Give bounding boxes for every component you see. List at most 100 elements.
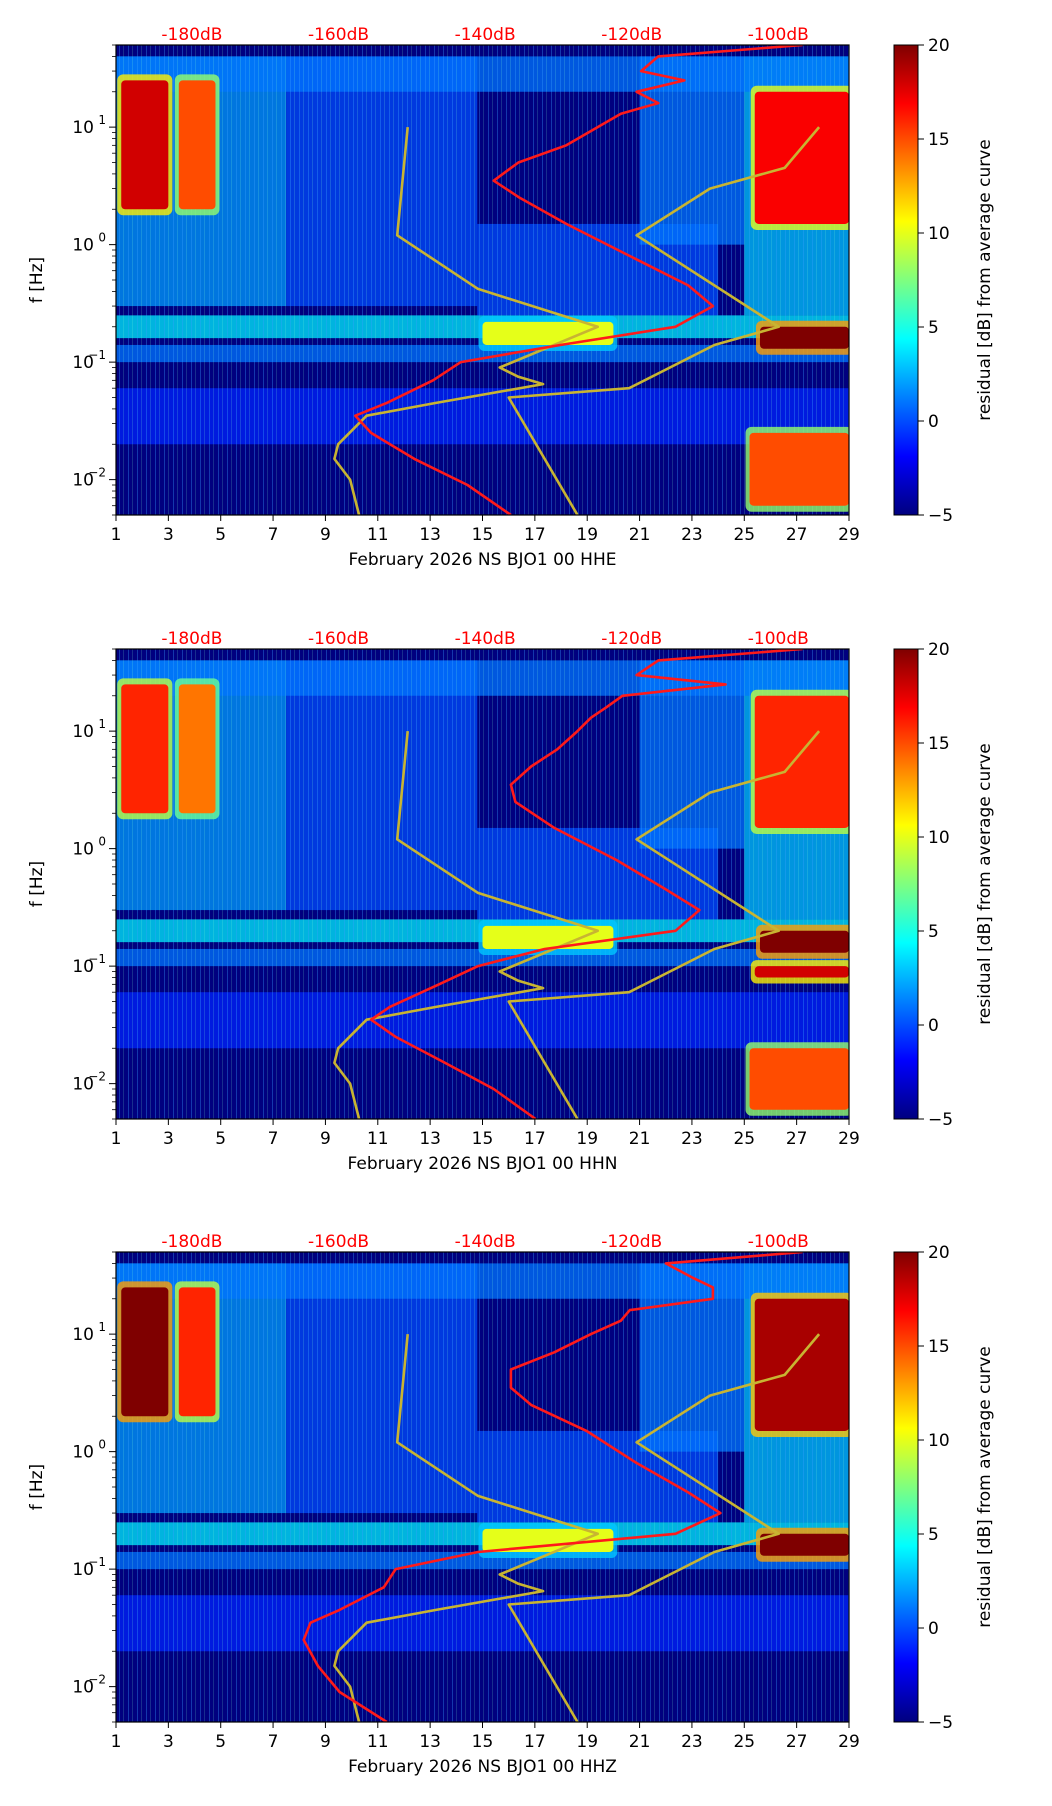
hot-region	[178, 80, 216, 210]
db-label: -120dB	[601, 629, 662, 649]
x-tick-label: 11	[367, 1129, 389, 1149]
x-tick-label: 3	[163, 1129, 174, 1149]
y-tick-exponent: 1	[98, 717, 106, 731]
hot-region	[759, 1533, 849, 1556]
plot-area	[116, 649, 849, 1119]
model-curve	[333, 126, 600, 515]
db-label: -160dB	[308, 1232, 369, 1252]
x-tick-label: 27	[786, 1732, 808, 1752]
colorbar-tick-label: 5	[928, 922, 939, 942]
x-tick-label: 15	[472, 1129, 494, 1149]
y-tick-label: 10	[72, 1678, 94, 1698]
hot-region	[759, 930, 849, 953]
y-tick-exponent: −1	[88, 952, 106, 966]
hot-region	[759, 326, 849, 349]
x-tick-label: 13	[419, 525, 441, 545]
colorbar-tick-label: 20	[928, 36, 950, 56]
y-axis-label: f [Hz]	[27, 257, 47, 303]
hot-region	[482, 1528, 614, 1552]
db-label: -140dB	[455, 25, 516, 45]
x-tick-label: 23	[681, 525, 703, 545]
y-tick-label: 10	[72, 471, 94, 491]
db-label: -120dB	[601, 1232, 662, 1252]
y-axis-label: f [Hz]	[27, 1464, 47, 1510]
x-tick-label: 29	[838, 1732, 860, 1752]
x-tick-label: 1	[111, 1129, 122, 1149]
y-tick-base: 10	[72, 722, 94, 742]
x-tick-label: 29	[838, 1129, 860, 1149]
x-tick-label: 27	[786, 1129, 808, 1149]
y-tick-exponent: −1	[88, 1555, 106, 1569]
heatmap-texture	[116, 1252, 849, 1722]
x-tick-label: 3	[163, 1732, 174, 1752]
db-label: -100dB	[748, 25, 809, 45]
colorbar-tick-label: 15	[928, 1337, 950, 1357]
colorbar-label: residual [dB] from average curve	[975, 743, 995, 1024]
x-tick-label: 21	[629, 1129, 651, 1149]
x-axis-label: February 2026 NS BJO1 00 HHZ	[348, 1757, 617, 1777]
y-tick-label: 10	[72, 957, 94, 977]
y-tick-label: 10	[72, 1443, 94, 1463]
y-tick-base: 10	[72, 1678, 94, 1698]
y-tick-exponent: 1	[98, 113, 106, 127]
y-tick-exponent: −2	[88, 466, 106, 480]
y-tick-base: 10	[72, 840, 94, 860]
y-axis-label: f [Hz]	[27, 861, 47, 907]
model-curve	[333, 1333, 600, 1722]
x-tick-label: 25	[733, 1732, 755, 1752]
x-tick-label: 5	[215, 1732, 226, 1752]
y-tick-label: 10	[72, 1075, 94, 1095]
y-tick-label: 10	[72, 1560, 94, 1580]
y-tick-exponent: 1	[98, 1320, 106, 1334]
db-label: -180dB	[161, 1232, 222, 1252]
plot-area	[116, 45, 849, 515]
colorbar-tick-label: 20	[928, 1243, 950, 1263]
x-tick-label: 19	[576, 525, 598, 545]
hot-region	[121, 80, 169, 210]
colorbar	[893, 1251, 919, 1723]
y-tick-base: 10	[72, 1325, 94, 1345]
y-tick-base: 10	[72, 118, 94, 138]
hot-region	[754, 1298, 849, 1431]
x-tick-label: 19	[576, 1732, 598, 1752]
model-curve	[507, 126, 821, 515]
x-axis-label: February 2026 NS BJO1 00 HHE	[349, 550, 617, 570]
x-tick-label: 25	[733, 1129, 755, 1149]
hot-region	[754, 966, 849, 978]
y-tick-base: 10	[72, 236, 94, 256]
x-tick-label: 11	[367, 1732, 389, 1752]
y-tick-base: 10	[72, 353, 94, 373]
hot-region	[482, 321, 614, 345]
x-tick-label: 13	[419, 1732, 441, 1752]
x-tick-label: 1	[111, 525, 122, 545]
hot-region	[749, 1048, 849, 1110]
hot-region	[749, 432, 849, 506]
y-tick-base: 10	[72, 1560, 94, 1580]
y-tick-base: 10	[72, 957, 94, 977]
hot-region	[754, 91, 849, 224]
y-tick-base: 10	[72, 471, 94, 491]
x-tick-label: 17	[524, 1129, 546, 1149]
hot-region	[178, 684, 216, 814]
colorbar-tick-label: 5	[928, 1525, 939, 1545]
db-label: -120dB	[601, 25, 662, 45]
x-tick-label: 3	[163, 525, 174, 545]
colorbar-tick-label: −5	[928, 506, 953, 526]
y-tick-exponent: 0	[98, 231, 106, 245]
y-tick-label: 10	[72, 353, 94, 373]
colorbar-tick-label: −5	[928, 1110, 953, 1130]
x-tick-label: 17	[524, 525, 546, 545]
y-tick-label: 10	[72, 1325, 94, 1345]
x-tick-label: 9	[320, 525, 331, 545]
y-tick-label: 10	[72, 118, 94, 138]
mean-curve	[369, 649, 803, 1119]
mean-curve	[302, 1252, 803, 1722]
heatmap-texture	[116, 45, 849, 515]
colorbar	[893, 648, 919, 1120]
db-label: -180dB	[161, 25, 222, 45]
y-tick-label: 10	[72, 236, 94, 256]
hot-region	[121, 1287, 169, 1417]
colorbar-tick-label: 0	[928, 1619, 939, 1639]
